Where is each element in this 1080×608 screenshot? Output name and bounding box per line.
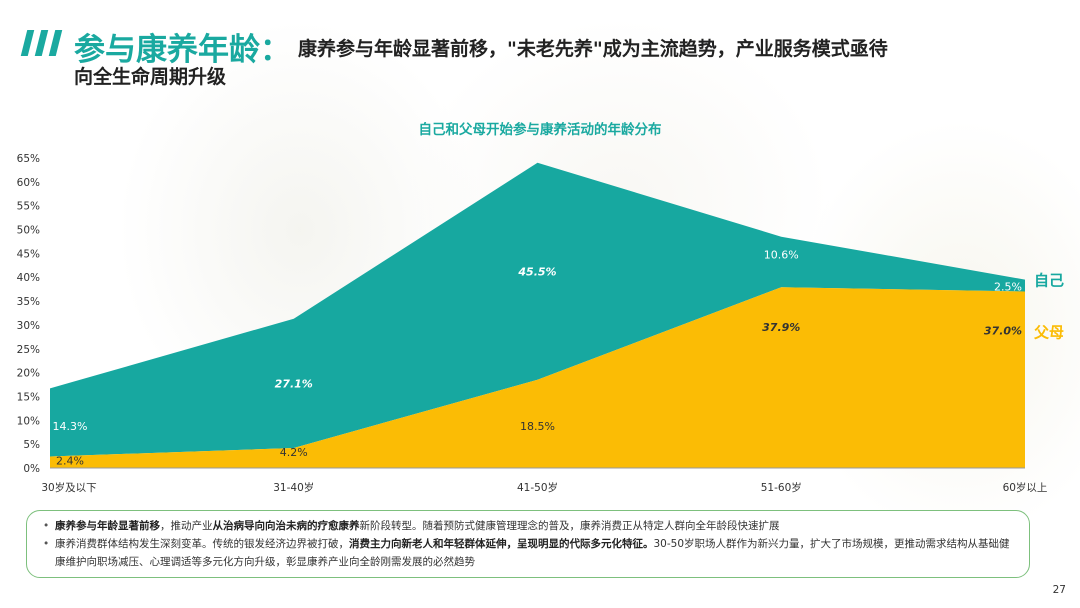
page-subtitle-line2: 向全生命周期升级 bbox=[74, 66, 227, 88]
y-tick-label: 45% bbox=[17, 248, 40, 260]
y-tick-label: 10% bbox=[17, 415, 40, 427]
x-tick-label: 60岁以上 bbox=[1003, 481, 1048, 494]
note-1-part-3: 从治病导向向治未病的疗愈康养 bbox=[212, 520, 360, 532]
page-subtitle-line1: 康养参与年龄显著前移，"未老先养"成为主流趋势，产业服务模式亟待 bbox=[298, 38, 888, 60]
data-label-parents: 37.9% bbox=[762, 321, 800, 334]
note-1-part-4: 新阶段转型。随着预防式健康管理理念的普及，康养消费正从特定人群向全年龄段快速扩展 bbox=[359, 520, 780, 532]
y-tick-label: 15% bbox=[17, 391, 40, 403]
x-tick-label: 31-40岁 bbox=[273, 481, 314, 494]
page-title: 参与康养年龄： bbox=[74, 32, 291, 68]
note-1-part-1: 康养参与年龄显著前移 bbox=[55, 520, 160, 532]
y-tick-label: 65% bbox=[17, 153, 40, 165]
note-item-1: 康养参与年龄显著前移，推动产业从治病导向向治未病的疗愈康养新阶段转型。随着预防式… bbox=[43, 517, 1015, 535]
notes-box: 康养参与年龄显著前移，推动产业从治病导向向治未病的疗愈康养新阶段转型。随着预防式… bbox=[26, 510, 1030, 578]
note-1-part-2: ，推动产业 bbox=[160, 520, 213, 532]
data-label-self: 45.5% bbox=[517, 265, 556, 278]
data-label-parents: 37.0% bbox=[984, 324, 1022, 337]
y-tick-label: 60% bbox=[17, 177, 40, 189]
x-tick-label: 41-50岁 bbox=[517, 481, 558, 494]
area-series-parents bbox=[50, 287, 1025, 468]
y-tick-label: 0% bbox=[23, 463, 40, 475]
legend-parents: 父母 bbox=[1033, 323, 1064, 341]
y-tick-label: 50% bbox=[17, 225, 40, 237]
y-tick-label: 20% bbox=[17, 368, 40, 380]
x-tick-label: 51-60岁 bbox=[761, 481, 802, 494]
data-label-self: 2.5% bbox=[994, 281, 1022, 294]
x-tick-label: 30岁及以下 bbox=[41, 481, 96, 494]
data-label-self: 10.6% bbox=[764, 249, 799, 262]
chart-title: 自己和父母开始参与康养活动的年龄分布 bbox=[418, 122, 662, 138]
y-tick-label: 30% bbox=[17, 320, 40, 332]
note-2-part-2: 消费主力向新老人和年轻群体延伸，呈现明显的代际多元化特征。 bbox=[349, 538, 654, 550]
data-label-self: 14.3% bbox=[53, 420, 88, 433]
y-tick-label: 40% bbox=[17, 272, 40, 284]
data-label-parents: 4.2% bbox=[280, 446, 308, 459]
data-label-parents: 2.4% bbox=[56, 455, 84, 468]
y-tick-label: 25% bbox=[17, 344, 40, 356]
y-tick-label: 55% bbox=[17, 201, 40, 213]
note-2-part-1: 康养消费群体结构发生深刻变革。传统的银发经济边界被打破， bbox=[55, 538, 349, 550]
data-label-self: 27.1% bbox=[275, 377, 313, 390]
legend-self: 自己 bbox=[1034, 272, 1064, 290]
page-number: 27 bbox=[1052, 584, 1066, 596]
note-item-2: 康养消费群体结构发生深刻变革。传统的银发经济边界被打破，消费主力向新老人和年轻群… bbox=[43, 535, 1015, 571]
data-label-parents: 18.5% bbox=[520, 420, 555, 433]
note-2-part-3: 30-50岁职场人群作为新兴力量，扩大了市场规模，更推动需求结构从基础健康维护向… bbox=[55, 538, 1010, 568]
area-series-self bbox=[50, 162, 1025, 457]
area-chart: 0% 5% 10% 15% 20% 25% 30% 35% 40% 45% 50% 55% 60% 65%… bbox=[17, 153, 1064, 494]
y-tick-label: 35% bbox=[17, 296, 40, 308]
y-tick-label: 5% bbox=[23, 439, 40, 451]
